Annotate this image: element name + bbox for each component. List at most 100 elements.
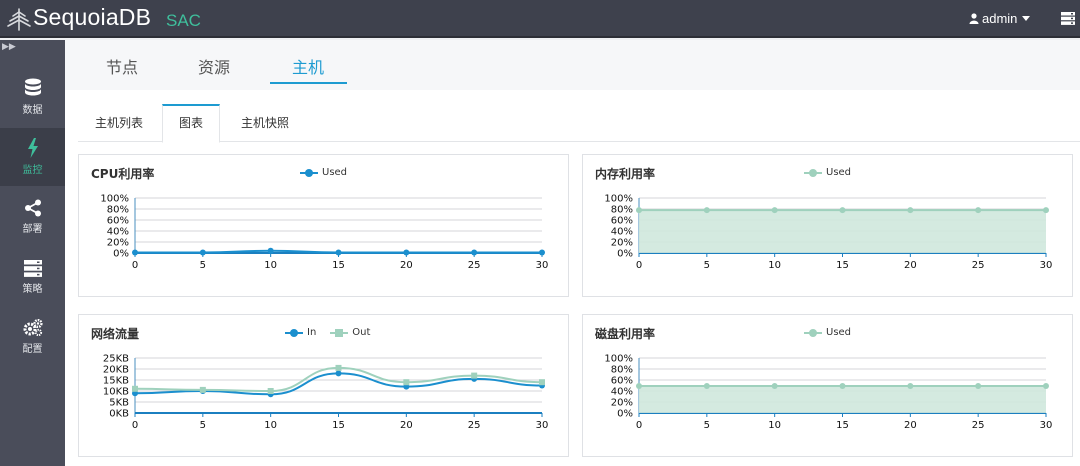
data-point-used: [403, 249, 410, 256]
data-point-used: [636, 207, 642, 214]
data-point-used: [907, 207, 914, 214]
tab-resources[interactable]: 资源: [198, 58, 231, 77]
sidebar-item-data[interactable]: 数据: [0, 68, 65, 126]
y-tick-label: 25KB: [103, 354, 129, 365]
legend-label: Out: [352, 327, 371, 338]
brand-name: SequoiaDB: [33, 4, 152, 30]
bolt-icon: [27, 138, 38, 158]
chart-legend[interactable]: Used: [804, 167, 851, 178]
x-tick-label: 0: [132, 260, 138, 271]
chart-title: 网络流量: [91, 327, 140, 341]
y-tick-label: 40%: [611, 387, 633, 398]
legend-swatch-in: [285, 328, 303, 337]
data-point-used: [839, 207, 846, 214]
data-point-used: [1043, 207, 1049, 214]
y-tick-label: 20KB: [103, 365, 129, 376]
data-point-used: [703, 383, 710, 390]
server-menu-icon[interactable]: [1061, 12, 1075, 25]
tab-hosts[interactable]: 主机: [292, 58, 325, 77]
legend-label: In: [307, 327, 317, 338]
y-tick-label: 80%: [611, 365, 633, 376]
legend-label: Used: [826, 327, 852, 338]
y-tick-label: 0KB: [109, 409, 129, 420]
x-tick-label: 20: [400, 420, 413, 431]
sidebar-item-label: 部署: [22, 224, 43, 235]
tab-nodes[interactable]: 节点: [106, 58, 139, 77]
x-tick-label: 25: [468, 420, 481, 431]
x-tick-label: 5: [704, 420, 710, 431]
content-panel: 主机列表 图表 主机快照 CPU利用率 Used 100% 80% 60% 40% 20…: [65, 90, 1080, 466]
y-tick-label: 100%: [604, 194, 633, 205]
subtab-charts[interactable]: 图表: [162, 104, 220, 143]
x-tick-label: 5: [200, 420, 206, 431]
active-tab-underline: [270, 82, 347, 84]
x-tick-label: 15: [836, 260, 849, 271]
double-chevron-right-icon[interactable]: ▶▶: [2, 42, 16, 52]
x-tick-label: 15: [836, 420, 849, 431]
chart-card-network: 网络流量 In Out 25KB 20KB 15KB 10KB 5KB 0KB 0 5 10 15…: [78, 314, 569, 457]
data-point-out: [403, 379, 410, 386]
data-point-used: [335, 249, 342, 256]
x-tick-label: 30: [536, 260, 549, 271]
y-tick-label: 20%: [107, 238, 129, 249]
server-icon: [23, 259, 42, 277]
subtab-host-list[interactable]: 主机列表: [94, 116, 143, 130]
x-tick-label: 0: [636, 420, 642, 431]
x-tick-label: 15: [332, 420, 345, 431]
user-menu[interactable]: admin: [969, 11, 1031, 26]
data-point-used: [839, 383, 846, 390]
legend-swatch-used: [804, 168, 822, 177]
data-point-used: [132, 249, 138, 256]
sidebar: ▶▶ 数据 监控 部署 策略: [0, 40, 65, 466]
x-tick-label: 20: [904, 420, 917, 431]
user-name: admin: [982, 11, 1018, 26]
user-icon: [969, 13, 979, 24]
sidebar-item-monitor[interactable]: 监控: [0, 128, 65, 186]
x-tick-label: 25: [972, 420, 985, 431]
legend-label: Used: [826, 167, 852, 178]
data-point-used: [199, 249, 206, 256]
chart-legend[interactable]: Used: [804, 327, 851, 338]
data-point-used: [636, 383, 642, 390]
y-tick-label: 100%: [100, 194, 129, 205]
legend-swatch-out: [330, 328, 349, 337]
sidebar-item-deploy[interactable]: 部署: [0, 188, 65, 246]
y-tick-label: 0%: [113, 249, 129, 260]
chart-legend[interactable]: In Out: [285, 327, 370, 338]
data-point-out: [199, 386, 206, 393]
x-tick-label: 0: [636, 260, 642, 271]
y-tick-label: 60%: [107, 216, 129, 227]
y-tick-label: 10KB: [103, 387, 129, 398]
data-point-used: [703, 207, 710, 214]
x-tick-label: 30: [536, 420, 549, 431]
x-tick-label: 20: [400, 260, 413, 271]
subtab-host-snapshot[interactable]: 主机快照: [240, 116, 289, 130]
share-icon: [24, 199, 41, 217]
data-point-used: [471, 249, 478, 256]
data-point-used: [975, 383, 982, 390]
sidebar-item-policy[interactable]: 策略: [0, 248, 65, 306]
data-point-used: [907, 383, 914, 390]
chevron-down-icon: [1022, 16, 1031, 21]
data-point-out: [267, 388, 274, 394]
sub-tabs: 主机列表 图表 主机快照: [78, 104, 1080, 143]
y-tick-label: 20%: [611, 238, 633, 249]
disk-chart: 100%80%60%40%20%0%0 5 10 15 20 25 30: [604, 354, 1052, 432]
data-point-out: [335, 364, 342, 371]
data-point-used: [267, 247, 274, 254]
sequoia-tree-logo-icon: [7, 8, 31, 31]
chart-legend[interactable]: Used: [300, 167, 347, 178]
sidebar-item-config[interactable]: 配置: [0, 308, 65, 366]
y-tick-label: 100%: [604, 354, 633, 365]
data-point-out: [471, 372, 478, 379]
x-tick-label: 5: [704, 260, 710, 271]
y-tick-label: 60%: [611, 216, 633, 227]
top-bar: SequoiaDB SAC admin: [0, 0, 1080, 38]
database-icon: [24, 78, 41, 96]
y-tick-label: 60%: [611, 376, 633, 387]
data-point-used: [771, 207, 778, 214]
y-tick-label: 80%: [611, 205, 633, 216]
sidebar-item-label: 策略: [22, 283, 43, 295]
x-tick-label: 20: [904, 260, 917, 271]
